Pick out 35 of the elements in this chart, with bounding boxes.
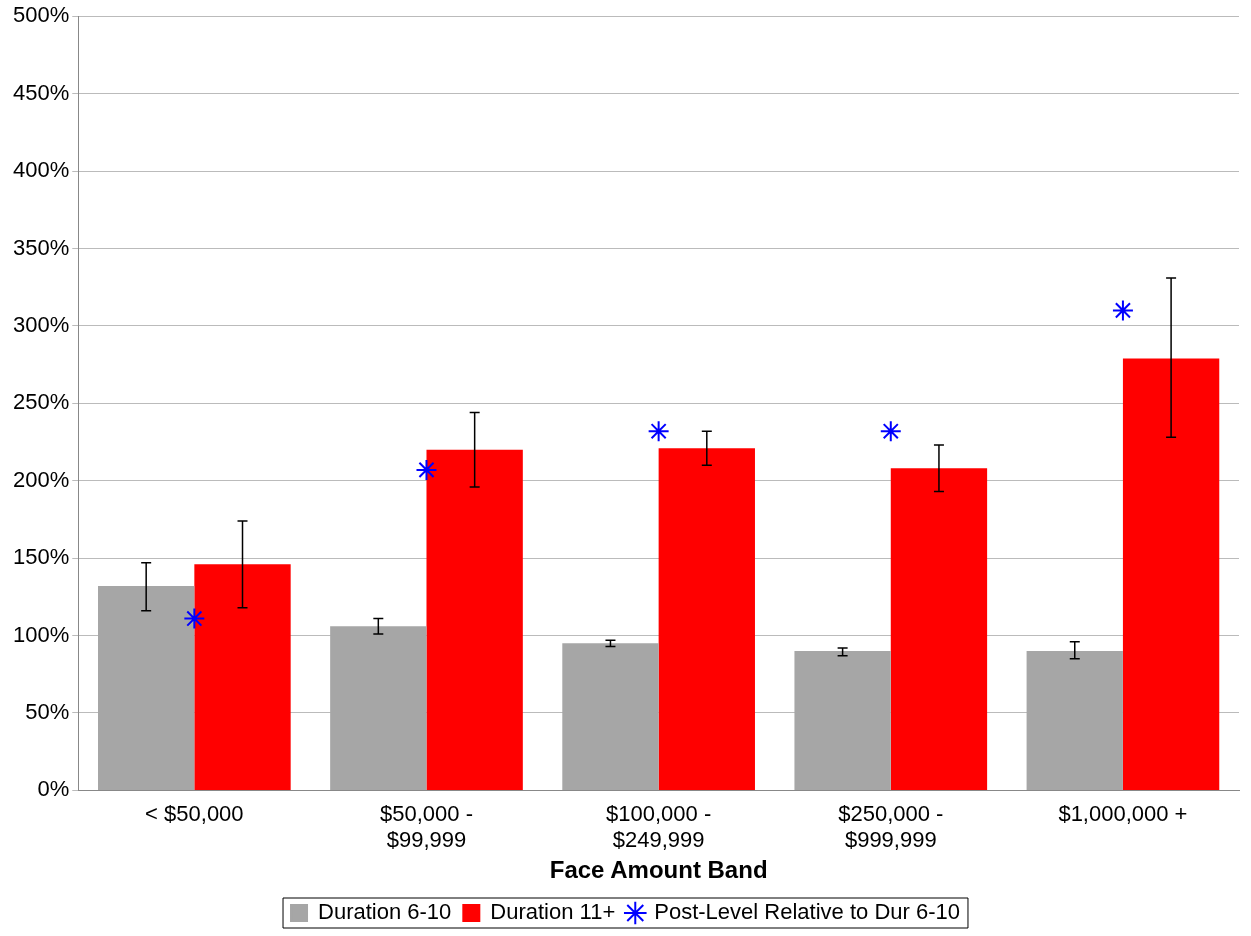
x-tick-label: $250,000 - $999,999 [838,800,944,853]
x-tick-label: $1,000,000 + [1058,800,1188,826]
x-tick-label: $50,000 - $99,999 [380,800,473,853]
legend-label: Duration 11+ [490,899,616,925]
point [183,607,206,630]
x-tick-label: $100,000 - $249,999 [606,800,712,853]
legend-label: Duration 6-10 [318,899,452,925]
y-tick-label: 150% [12,544,70,570]
bar [194,564,291,790]
point [879,420,902,443]
y-tick-label: 450% [12,79,70,105]
bar [658,448,755,790]
y-tick-label: 300% [12,311,70,337]
y-tick-label: 250% [12,389,70,415]
x-tick-label: < $50,000 [145,800,244,826]
bar [426,449,523,790]
point [647,420,670,443]
bar [330,626,427,790]
point [1111,299,1134,322]
y-tick-label: 100% [12,621,70,647]
y-tick-label: 0% [37,776,70,802]
point [415,458,438,481]
y-tick-label: 400% [12,157,70,183]
bar [1122,358,1220,790]
bar [1026,651,1123,790]
bar [890,468,988,790]
x-axis-title: Face Amount Band [549,856,768,884]
bar [98,586,195,790]
legend-label: Post-Level Relative to Dur 6-10 [654,899,960,925]
y-tick-label: 500% [12,2,70,28]
y-tick-label: 350% [12,234,70,260]
y-tick-label: 200% [12,466,70,492]
bar [562,643,659,790]
bar [794,651,891,790]
y-tick-label: 50% [25,699,70,725]
